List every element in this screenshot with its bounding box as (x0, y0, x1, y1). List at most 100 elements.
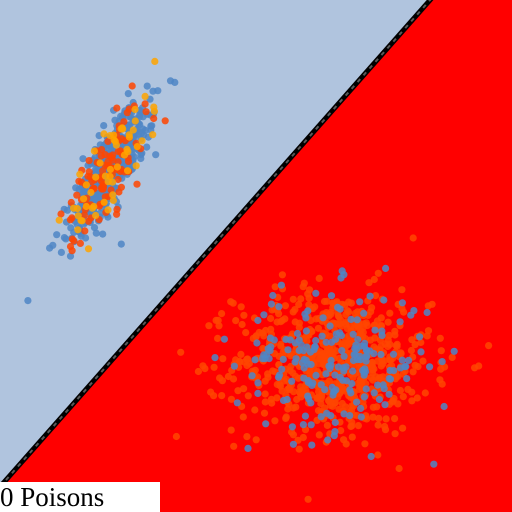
scatter-point (340, 410, 348, 418)
scatter-point (430, 460, 438, 468)
scatter-point (357, 327, 365, 335)
scatter-point (332, 335, 340, 343)
scatter-point (401, 363, 409, 371)
scatter-point (199, 362, 207, 370)
scatter-point (363, 353, 371, 361)
scatter-point (289, 431, 297, 439)
scatter-point (369, 403, 377, 411)
scatter-point (396, 386, 404, 395)
scatter-point (92, 173, 100, 181)
scatter-point (288, 377, 296, 385)
scatter-point (235, 357, 244, 365)
scatter-point (76, 170, 84, 178)
scatter-point (369, 413, 377, 421)
scatter-point (230, 442, 238, 450)
scatter-point (354, 422, 362, 430)
scatter-point (353, 316, 361, 324)
scatter-point (137, 107, 145, 115)
scatter-point (366, 292, 374, 300)
scatter-point (375, 395, 383, 404)
scatter-point (386, 309, 394, 317)
scatter-point (85, 168, 93, 176)
scatter-point (398, 299, 406, 307)
scatter-point (243, 361, 251, 370)
scatter-point (438, 358, 446, 366)
scatter-point (393, 340, 401, 348)
scatter-point (349, 367, 357, 375)
scatter-point (124, 167, 132, 175)
scatter-point (317, 399, 325, 408)
scatter-point (239, 413, 247, 421)
scatter-point (308, 441, 316, 449)
scatter-point (385, 390, 393, 398)
scatter-point (317, 413, 325, 421)
decision-boundary (0, 0, 434, 489)
scatter-point (229, 375, 238, 383)
scatter-point (357, 413, 365, 421)
scatter-point (424, 302, 432, 310)
scatter-point (361, 440, 369, 448)
scatter-point (337, 274, 345, 282)
scatter-point (373, 317, 381, 325)
scatter-point (448, 353, 456, 361)
scatter-point (407, 311, 415, 319)
scatter-point (354, 308, 362, 316)
scatter-point (411, 341, 419, 349)
scatter-point (100, 122, 108, 130)
scatter-point (286, 367, 294, 375)
scatter-point (372, 292, 380, 300)
scatter-point (374, 269, 382, 277)
scatter-point (389, 398, 397, 406)
scatter-point (423, 308, 431, 317)
scatter-point (293, 395, 301, 404)
scatter-point (382, 264, 390, 272)
scatter-point (372, 373, 380, 381)
scatter-point (329, 402, 337, 410)
scatter-point (99, 230, 107, 238)
scatter-point (210, 392, 218, 400)
scatter-point (100, 130, 108, 138)
scatter-point (230, 362, 238, 370)
scatter-point (297, 295, 305, 303)
scatter-point (320, 297, 329, 306)
scatter-point (324, 397, 333, 405)
scatter-point (405, 356, 413, 364)
scatter-point (398, 356, 406, 364)
scatter-point (269, 291, 277, 300)
scatter-point (335, 313, 343, 321)
scatter-point (205, 322, 213, 330)
scatter-point (98, 146, 106, 154)
scatter-point (305, 294, 313, 302)
scatter-point (312, 289, 320, 297)
scatter-point (254, 316, 262, 325)
scatter-point (471, 364, 479, 372)
scatter-point (277, 342, 285, 350)
scatter-point (331, 371, 339, 379)
scatter-point (394, 372, 402, 381)
scatter-point (141, 126, 149, 134)
scatter-point (82, 181, 90, 189)
scatter-point (284, 346, 292, 354)
scatter-point (85, 157, 93, 165)
scatter-point (124, 157, 133, 165)
scatter-point (331, 418, 339, 427)
scatter-point (367, 452, 375, 461)
scatter-point (279, 355, 287, 363)
scatter-point (82, 202, 90, 211)
scatter-point (356, 298, 364, 306)
scatter-point (407, 346, 415, 355)
scatter-point (386, 356, 394, 364)
scatter-point (92, 165, 100, 173)
scatter-point (76, 239, 84, 247)
scatter-point (120, 118, 128, 126)
scatter-point (271, 417, 279, 425)
scatter-point (243, 433, 251, 441)
scatter-point (244, 444, 252, 452)
scatter-point (438, 380, 446, 388)
scatter-point (273, 394, 281, 402)
scatter-point (317, 408, 325, 416)
scatter-point (109, 191, 117, 199)
scatter-point (276, 381, 284, 389)
scatter-point (106, 152, 114, 160)
